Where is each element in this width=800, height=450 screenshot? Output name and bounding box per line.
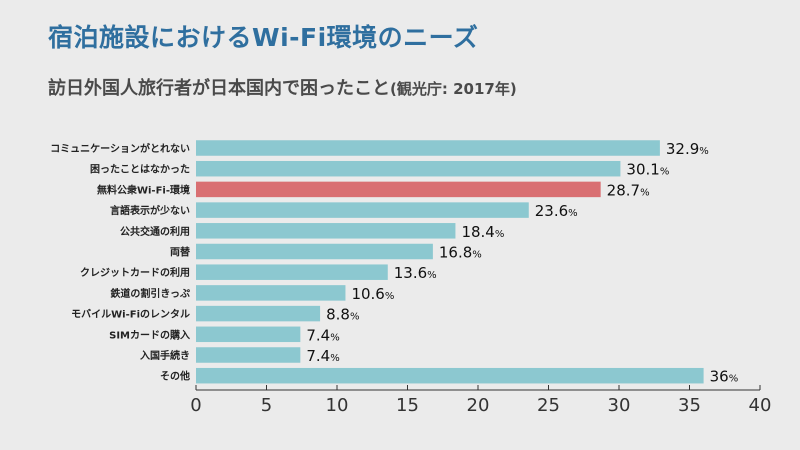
- x-tick-label: 10: [326, 395, 349, 416]
- category-labels-layer: コミュニケーションがとれない困ったことはなかった無料公衆Wi-Fi-環境言語表示…: [50, 142, 191, 383]
- bar: [196, 243, 433, 260]
- value-label: 10.6%: [351, 285, 394, 303]
- bar: [196, 367, 704, 384]
- value-label: 23.6%: [535, 202, 578, 220]
- bar: [196, 140, 660, 156]
- category-label: 無料公衆Wi-Fi-環境: [97, 183, 190, 196]
- category-label: クレジットカードの利用: [80, 266, 190, 279]
- subtitle-main: 訪日外国人旅行者が日本国内で困ったこと: [48, 78, 390, 99]
- value-label: 36%: [710, 368, 739, 386]
- category-label: コミュニケーションがとれない: [50, 142, 190, 155]
- bar: [196, 347, 301, 363]
- category-label: その他: [160, 370, 190, 383]
- bar: [196, 181, 601, 198]
- category-label: SIMカードの購入: [109, 328, 190, 341]
- category-label: モバイルWi-Fiのレンタル: [71, 309, 190, 321]
- x-tick-label: 30: [608, 395, 631, 416]
- x-tick-label: 25: [537, 395, 560, 416]
- x-axis: 0 5 10 15 20 25 30 35 40: [190, 385, 771, 416]
- category-label: 言語表示が少ない: [110, 204, 190, 217]
- x-tick-label: 15: [396, 395, 419, 416]
- bar: [196, 264, 388, 280]
- bar: [196, 223, 456, 239]
- value-label: 7.4%: [306, 326, 339, 344]
- value-label: 7.4%: [306, 347, 339, 365]
- category-label: 両替: [170, 246, 191, 259]
- category-label: 入国手続き: [140, 349, 190, 362]
- value-label: 13.6%: [394, 264, 437, 282]
- x-tick-label: 5: [261, 395, 272, 416]
- bar: [196, 305, 321, 322]
- value-label: 8.8%: [326, 306, 359, 324]
- bar: [196, 202, 529, 218]
- subtitle-source-note: (観光庁: 2017年): [390, 80, 517, 98]
- category-label: 困ったことはなかった: [90, 164, 190, 176]
- value-label: 30.1%: [626, 161, 669, 179]
- category-label: 鉄道の割引きっぷ: [110, 287, 190, 300]
- chart-subtitle: 訪日外国人旅行者が日本国内で困ったこと(観光庁: 2017年): [48, 74, 517, 100]
- x-tick-label: 40: [749, 395, 772, 416]
- bar: [196, 160, 621, 177]
- value-label: 16.8%: [439, 244, 482, 262]
- value-labels-layer: 32.9% 30.1% 28.7% 23.6% 18.4% 16.8%13.6%10.6%…: [306, 140, 738, 386]
- x-tick-label: 0: [190, 395, 201, 416]
- value-label: 28.7%: [607, 181, 650, 199]
- x-tick-label: 35: [678, 395, 701, 416]
- bar: [196, 285, 346, 301]
- value-label: 18.4%: [461, 223, 504, 241]
- value-label: 32.9%: [666, 140, 709, 158]
- category-label: 公共交通の利用: [120, 225, 190, 238]
- bars-layer: [196, 140, 704, 384]
- bar: [196, 326, 301, 343]
- page-title: 宿泊施設におけるWi-Fi環境のニーズ: [48, 23, 479, 52]
- x-tick-label: 20: [467, 395, 490, 416]
